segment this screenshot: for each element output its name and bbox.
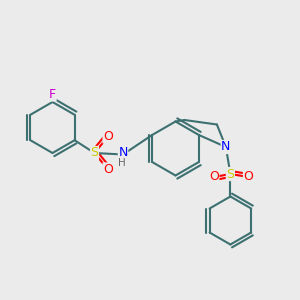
Text: H: H [118, 158, 125, 169]
Text: O: O [103, 130, 113, 143]
Text: O: O [209, 170, 219, 184]
Text: N: N [118, 146, 128, 160]
Text: O: O [103, 163, 113, 176]
Text: S: S [91, 146, 98, 160]
Text: O: O [243, 170, 253, 184]
Text: F: F [49, 88, 56, 101]
Text: N: N [221, 140, 231, 154]
Text: S: S [226, 167, 234, 181]
